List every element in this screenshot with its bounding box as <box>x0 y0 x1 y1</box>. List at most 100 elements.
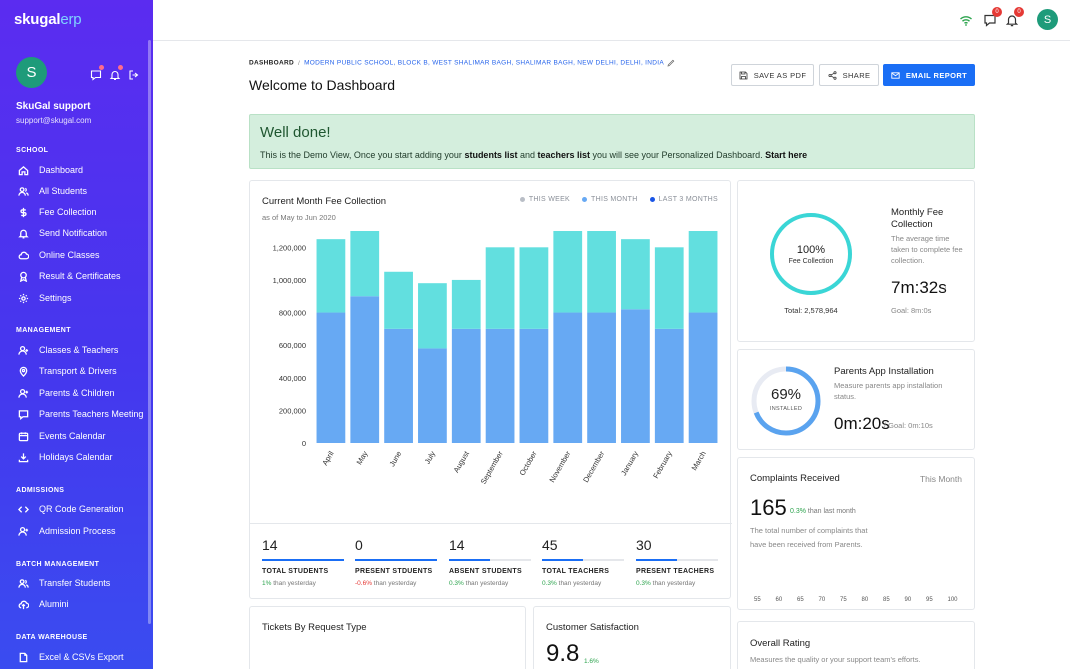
messages-button[interactable]: 0 <box>983 7 1002 27</box>
app-logo[interactable]: skugalerp <box>14 11 82 28</box>
stat-progress <box>636 559 718 561</box>
monthly-fee-title-2: Collection <box>891 219 933 230</box>
sidebar-item-dashboard[interactable]: Dashboard <box>18 163 83 177</box>
save-icon <box>739 71 748 79</box>
bar-this-month <box>451 328 481 443</box>
stat-delta-suffix: than yesterday <box>556 580 602 587</box>
notifications-button[interactable]: 0 <box>1005 7 1024 27</box>
teachers-list-link[interactable]: teachers list <box>537 150 591 160</box>
legend-this-month[interactable]: THIS MONTH <box>582 196 638 203</box>
sidebar-item-ptm[interactable]: Parents Teachers Meeting <box>18 407 143 421</box>
installation-ring <box>751 366 821 436</box>
sidebar-item-export[interactable]: Excel & CSVs Export <box>18 650 124 664</box>
nav-label: Admission Process <box>39 526 116 536</box>
chat-icon <box>18 409 29 420</box>
user-plus-icon <box>18 388 29 398</box>
stat-progress <box>262 559 344 561</box>
messages-badge: 0 <box>992 7 1002 17</box>
sidebar-item-alumini[interactable]: Alumini <box>18 597 69 611</box>
nav-label: Events Calendar <box>39 431 106 441</box>
section-management: MANAGEMENT <box>16 327 71 334</box>
sidebar-item-fee-collection[interactable]: Fee Collection <box>18 205 97 219</box>
nav-label: Classes & Teachers <box>39 345 119 355</box>
map-pin-icon <box>19 366 28 377</box>
message-icon[interactable] <box>90 65 104 81</box>
breadcrumb-school[interactable]: MODERN PUBLIC SCHOOL, BLOCK B, WEST SHAL… <box>304 59 665 67</box>
bell-icon[interactable] <box>109 65 123 81</box>
demo-alert: Well done! This is the Demo View, Once y… <box>249 114 975 169</box>
installation-percent: 69% <box>770 386 802 403</box>
bar-this-month <box>350 296 380 443</box>
stat-value: 45 <box>542 537 558 553</box>
button-label: SAVE AS PDF <box>753 70 807 80</box>
complaints-period[interactable]: This Month <box>919 474 962 484</box>
scale-tick: 70 <box>818 597 826 603</box>
legend-last-3-months[interactable]: LAST 3 MONTHS <box>649 196 718 203</box>
y-tick-label: 800,000 <box>279 309 306 318</box>
user-avatar[interactable]: S <box>16 57 47 88</box>
x-tick-label: July <box>423 449 438 465</box>
overall-rating-desc: Measures the quality or your support tea… <box>750 655 921 664</box>
email-report-button[interactable]: EMAIL REPORT <box>883 64 975 86</box>
sidebar-item-parents-children[interactable]: Parents & Children <box>18 386 115 400</box>
legend-this-week[interactable]: THIS WEEK <box>519 196 571 203</box>
satisfaction-card: Customer Satisfaction 9.8 1.6% <box>533 606 731 669</box>
y-tick-label: 200,000 <box>279 406 306 415</box>
parents-app-card: 69% INSTALLED Parents App Installation M… <box>737 349 975 450</box>
bar-this-week <box>587 231 616 313</box>
bar-this-month <box>587 312 616 443</box>
sidebar-item-all-students[interactable]: All Students <box>18 184 87 198</box>
share-button[interactable]: SHARE <box>819 64 879 86</box>
stat-label: TOTAL STUDENTS <box>262 568 329 575</box>
bar-this-month <box>418 348 447 443</box>
sidebar-item-online-classes[interactable]: Online Classes <box>18 248 100 262</box>
nav-label: Alumini <box>39 599 69 609</box>
section-admissions: ADMISSIONS <box>16 487 65 494</box>
monthly-fee-goal: Goal: 8m:0s <box>891 306 932 315</box>
sidebar-item-results[interactable]: Result & Certificates <box>18 269 121 283</box>
sidebar-item-events[interactable]: Events Calendar <box>18 429 106 443</box>
stat-progress-fill <box>355 559 437 561</box>
bar-this-week <box>451 279 481 329</box>
nav-label: QR Code Generation <box>39 504 124 514</box>
chart-subtitle: as of May to Jun 2020 <box>262 213 336 222</box>
breadcrumb-root[interactable]: DASHBOARD <box>249 59 294 67</box>
nav-label: Parents & Children <box>39 388 115 398</box>
sidebar-item-settings[interactable]: Settings <box>18 291 72 305</box>
stat-delta-suffix: than yesterday <box>650 580 696 587</box>
sidebar-item-admission-process[interactable]: Admission Process <box>18 524 116 538</box>
sidebar-item-holidays[interactable]: Holidays Calendar <box>18 450 113 464</box>
scale-tick: 80 <box>861 597 869 603</box>
students-list-link[interactable]: students list <box>464 150 518 160</box>
complaints-value: 165 <box>750 495 787 520</box>
topbar-avatar[interactable]: S <box>1037 9 1058 30</box>
breadcrumb: DASHBOARD / MODERN PUBLIC SCHOOL, BLOCK B,… <box>249 59 675 67</box>
wifi-icon <box>959 13 973 27</box>
nav-label: All Students <box>39 186 88 196</box>
nav-label: Result & Certificates <box>39 271 121 281</box>
section-school: SCHOOL <box>16 147 49 154</box>
x-tick-label: March <box>690 450 708 473</box>
bar-this-week <box>316 239 346 313</box>
sidebar-item-transport[interactable]: Transport & Drivers <box>18 364 117 378</box>
stat-label: PRESENT STDUENTS <box>355 568 433 575</box>
dollar-icon <box>20 207 27 217</box>
start-here-link[interactable]: Start here <box>765 150 808 160</box>
legend-label: THIS WEEK <box>528 196 571 203</box>
main-content: DASHBOARD / MODERN PUBLIC SCHOOL, BLOCK B,… <box>153 41 1070 669</box>
sidebar-item-send-notification[interactable]: Send Notification <box>18 226 107 240</box>
fee-ring <box>770 213 852 295</box>
parents-app-time: 0m:20s <box>834 414 890 433</box>
pencil-icon[interactable] <box>667 59 675 67</box>
x-tick-label: September <box>479 449 505 486</box>
sidebar-item-qr-code[interactable]: QR Code Generation <box>18 502 124 516</box>
section-data-warehouse: DATA WAREHOUSE <box>16 634 88 641</box>
save-as-pdf-button[interactable]: SAVE AS PDF <box>731 64 814 86</box>
bar-this-month <box>316 312 346 443</box>
sidebar-item-transfer[interactable]: Transfer Students <box>18 576 110 590</box>
stat-delta-value: 0.3% <box>449 580 464 587</box>
scale-tick: 60 <box>775 597 783 603</box>
sidebar-scrollbar[interactable] <box>148 40 151 624</box>
sidebar-item-classes-teachers[interactable]: Classes & Teachers <box>18 343 118 357</box>
logout-icon[interactable] <box>128 68 140 80</box>
